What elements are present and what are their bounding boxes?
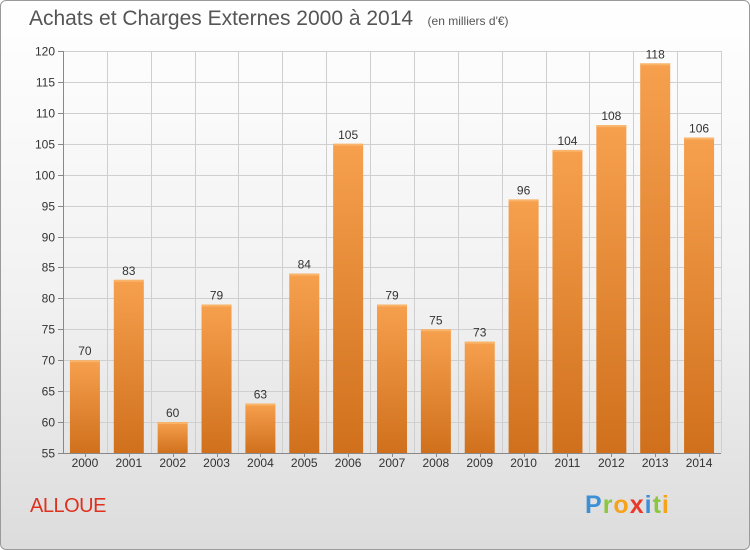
y-tick-label: 100 bbox=[35, 169, 55, 183]
y-tick-label: 115 bbox=[36, 76, 55, 90]
logo-letter: x bbox=[629, 491, 645, 519]
bar-2006 bbox=[333, 143, 364, 453]
x-tick-label: 2008 bbox=[423, 456, 450, 470]
x-tick-label: 2013 bbox=[642, 456, 669, 470]
x-tick-label: 2010 bbox=[510, 456, 537, 470]
y-tick-label: 95 bbox=[42, 200, 56, 214]
bar-top-edge bbox=[333, 143, 364, 146]
x-tick-label: 2009 bbox=[466, 456, 493, 470]
logo-letter: o bbox=[613, 491, 630, 519]
bar-value-label: 105 bbox=[338, 128, 358, 142]
x-tick-label: 2007 bbox=[379, 456, 406, 470]
bar-layer: 70 83 60 79 63 84 105 79 75 73 96 104 108 118 106 bbox=[69, 47, 715, 454]
bar-top-edge bbox=[289, 273, 320, 276]
logo-letter: i bbox=[661, 491, 670, 519]
y-tick-label: 60 bbox=[42, 416, 56, 430]
chart-unit: (en milliers d'€) bbox=[427, 14, 509, 28]
y-tick-label: 90 bbox=[42, 231, 56, 245]
y-tick-label: 65 bbox=[42, 385, 56, 399]
x-tick-label: 2014 bbox=[686, 456, 713, 470]
x-tick-label: 2002 bbox=[159, 456, 186, 470]
bar-2012 bbox=[596, 125, 627, 453]
bar-top-edge bbox=[157, 422, 188, 425]
y-tick-label: 80 bbox=[42, 292, 56, 306]
axis-layer: 55 60 65 70 75 80 85 90 95 100 105 110 115 120 2000 200… bbox=[35, 45, 721, 470]
bar-top-edge bbox=[377, 304, 407, 307]
bar-2010 bbox=[508, 199, 539, 453]
bar-value-label: 63 bbox=[254, 388, 268, 402]
bar-value-label: 75 bbox=[429, 313, 443, 327]
bar-top-edge bbox=[552, 149, 583, 152]
x-tick-label: 2012 bbox=[598, 456, 625, 470]
x-tick-label: 2006 bbox=[335, 456, 362, 470]
bar-top-edge bbox=[508, 199, 539, 202]
x-tick-label: 2011 bbox=[555, 456, 581, 470]
y-tick-label: 55 bbox=[42, 447, 56, 461]
bar-top-edge bbox=[113, 279, 144, 282]
bar-top-edge bbox=[69, 360, 100, 363]
bar-top-edge bbox=[640, 63, 671, 66]
bar-value-label: 118 bbox=[646, 47, 665, 61]
x-tick-label: 2005 bbox=[291, 456, 318, 470]
chart-title: Achats et Charges Externes 2000 à 2014 bbox=[29, 7, 414, 30]
bar-value-label: 60 bbox=[166, 406, 180, 420]
title-row: Achats et Charges Externes 2000 à 2014 (… bbox=[29, 7, 509, 31]
bar-value-label: 73 bbox=[473, 326, 487, 340]
bar-top-edge bbox=[684, 137, 715, 140]
y-tick-label: 105 bbox=[35, 138, 55, 152]
y-tick-label: 110 bbox=[36, 107, 55, 121]
x-tick-label: 2001 bbox=[115, 456, 142, 470]
bar-2014 bbox=[684, 137, 715, 454]
proxiti-logo: Proxiti bbox=[585, 491, 670, 520]
bar-value-label: 79 bbox=[210, 289, 224, 303]
y-tick-label: 85 bbox=[42, 261, 56, 275]
bar-2001 bbox=[113, 279, 144, 453]
bar-top-edge bbox=[596, 125, 627, 128]
x-tick-label: 2004 bbox=[247, 456, 274, 470]
logo-letter: P bbox=[585, 491, 603, 519]
bar-value-label: 84 bbox=[298, 258, 312, 272]
bar-value-label: 108 bbox=[601, 109, 621, 123]
bar-top-edge bbox=[245, 403, 276, 406]
logo-letter: t bbox=[652, 491, 662, 519]
bar-2003 bbox=[201, 304, 232, 453]
bar-2007 bbox=[377, 304, 407, 453]
commune-name: ALLOUE bbox=[30, 495, 106, 517]
bar-2002 bbox=[157, 422, 188, 453]
bar-value-label: 70 bbox=[78, 344, 92, 358]
y-tick-label: 120 bbox=[35, 45, 55, 59]
bar-2008 bbox=[420, 329, 451, 453]
bar-value-label: 79 bbox=[385, 289, 399, 303]
x-tick-label: 2000 bbox=[72, 456, 99, 470]
bar-2011 bbox=[552, 149, 583, 453]
x-tick-label: 2003 bbox=[203, 456, 230, 470]
bar-value-label: 96 bbox=[517, 183, 531, 197]
bar-value-label: 104 bbox=[557, 134, 577, 148]
bar-top-edge bbox=[420, 329, 451, 332]
logo-letter: i bbox=[644, 491, 653, 519]
y-tick-label: 75 bbox=[42, 323, 56, 337]
bar-top-edge bbox=[464, 341, 495, 344]
bar-2004 bbox=[245, 403, 276, 453]
bar-value-label: 106 bbox=[689, 122, 709, 136]
y-tick-label: 70 bbox=[42, 354, 56, 368]
bar-2005 bbox=[289, 273, 320, 453]
bar-2000 bbox=[69, 360, 100, 453]
bar-top-edge bbox=[201, 304, 232, 307]
bar-value-label: 83 bbox=[122, 264, 136, 278]
bar-2009 bbox=[464, 341, 495, 453]
logo-letter: r bbox=[602, 491, 614, 519]
bar-2013 bbox=[640, 63, 671, 453]
